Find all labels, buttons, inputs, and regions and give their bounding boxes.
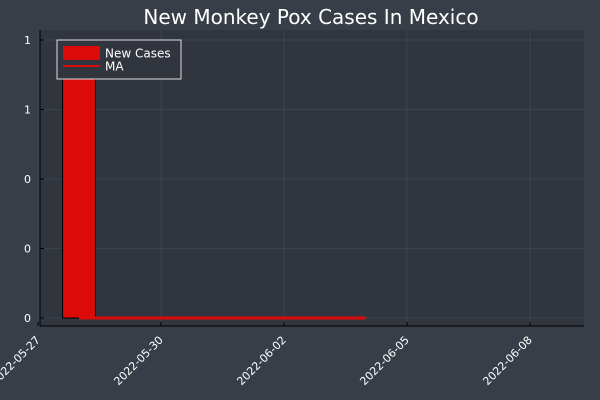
y-tick-label: 0 — [24, 312, 31, 325]
x-tick-label: 2022-06-05 — [357, 334, 411, 388]
y-tick-label: 1 — [24, 34, 31, 47]
y-tick-label: 0 — [24, 173, 31, 186]
x-tick-label: 2022-05-30 — [111, 334, 165, 388]
y-tick-label: 1 — [24, 103, 31, 116]
y-ticks: 0 0 0 1 1 — [24, 34, 44, 325]
legend-swatch-new-cases — [63, 46, 100, 60]
x-tick-label: 2022-06-08 — [480, 334, 534, 388]
x-ticks: 2022-05-27 2022-05-30 2022-06-02 2022-06-05… — [0, 322, 535, 388]
legend-label-new-cases: New Cases — [105, 47, 171, 61]
x-tick-label: 2022-05-27 — [0, 334, 43, 388]
legend-label-ma: MA — [105, 60, 124, 74]
bar — [62, 39, 96, 319]
legend: New Cases MA — [56, 39, 182, 80]
bars — [62, 39, 96, 319]
chart-title: New Monkey Pox Cases In Mexico — [143, 5, 478, 29]
y-tick-label: 0 — [24, 242, 31, 255]
x-tick-label: 2022-06-02 — [234, 334, 288, 388]
